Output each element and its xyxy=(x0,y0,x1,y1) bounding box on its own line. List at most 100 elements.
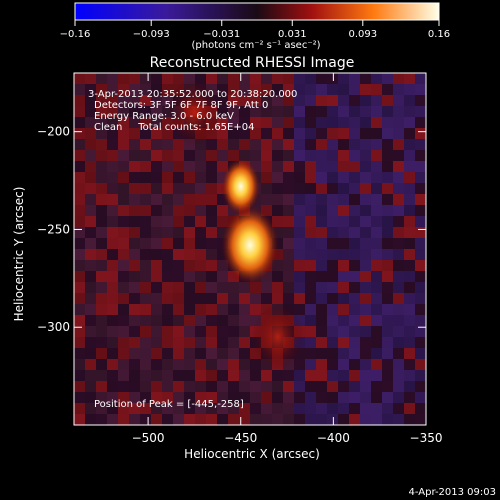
heatmap-pixel xyxy=(294,381,305,392)
heatmap-pixel xyxy=(283,183,294,194)
heatmap-pixel xyxy=(107,84,118,95)
heatmap-pixel xyxy=(316,249,327,260)
heatmap-pixel xyxy=(338,150,349,161)
heatmap-pixel xyxy=(239,84,250,95)
heatmap-pixel xyxy=(217,227,228,238)
heatmap-pixel xyxy=(96,84,107,95)
heatmap-pixel xyxy=(96,128,107,139)
heatmap-pixel xyxy=(316,150,327,161)
heatmap-pixel xyxy=(294,271,305,282)
heatmap-pixel xyxy=(393,392,404,403)
heatmap-pixel xyxy=(85,370,96,381)
heatmap-pixel xyxy=(118,337,129,348)
heatmap-pixel xyxy=(283,249,294,260)
heatmap-pixel xyxy=(371,194,382,205)
heatmap-pixel xyxy=(250,117,261,128)
heatmap-pixel xyxy=(96,414,107,425)
heatmap-pixel xyxy=(96,238,107,249)
heatmap-pixel xyxy=(85,172,96,183)
heatmap-pixel xyxy=(382,216,393,227)
heatmap-pixel xyxy=(404,161,415,172)
heatmap-pixel xyxy=(316,128,327,139)
heatmap-pixel xyxy=(74,150,85,161)
heatmap-pixel xyxy=(239,95,250,106)
heatmap-pixel xyxy=(140,348,151,359)
heatmap-pixel xyxy=(129,183,140,194)
x-tick-label: −500 xyxy=(132,431,165,445)
heatmap-pixel xyxy=(283,414,294,425)
heatmap-pixel xyxy=(327,337,338,348)
heatmap-pixel xyxy=(382,183,393,194)
heatmap-pixel xyxy=(107,326,118,337)
heatmap-pixel xyxy=(74,139,85,150)
heatmap-pixel xyxy=(272,106,283,117)
heatmap-pixel xyxy=(96,315,107,326)
annotation-energy-range: Energy Range: 3.0 - 6.0 keV xyxy=(94,111,234,122)
heatmap-pixel xyxy=(305,348,316,359)
heatmap-pixel xyxy=(140,249,151,260)
heatmap-pixel xyxy=(316,95,327,106)
heatmap-pixel xyxy=(338,238,349,249)
heatmap-pixel xyxy=(162,370,173,381)
heatmap-pixel xyxy=(404,172,415,183)
heatmap-pixel xyxy=(173,414,184,425)
heatmap-pixel xyxy=(140,315,151,326)
heatmap-pixel xyxy=(217,348,228,359)
heatmap-pixel xyxy=(151,216,162,227)
heatmap-pixel xyxy=(393,260,404,271)
heatmap-pixel xyxy=(74,249,85,260)
heatmap-pixel xyxy=(206,249,217,260)
heatmap-pixel xyxy=(151,403,162,414)
heatmap-pixel xyxy=(338,381,349,392)
annotation-counts: Clean Total counts: 1.65E+04 xyxy=(94,122,254,133)
heatmap-pixel xyxy=(338,128,349,139)
y-tick-label: −300 xyxy=(37,320,70,334)
heatmap-pixel xyxy=(272,117,283,128)
heatmap-pixel xyxy=(162,359,173,370)
heatmap-pixel xyxy=(74,403,85,414)
heatmap-pixel xyxy=(162,392,173,403)
heatmap-pixel xyxy=(272,95,283,106)
heatmap-pixel xyxy=(151,282,162,293)
heatmap-pixel xyxy=(151,326,162,337)
heatmap-pixel xyxy=(382,403,393,414)
heatmap-pixel xyxy=(294,194,305,205)
heatmap-pixel xyxy=(129,73,140,84)
heatmap-pixel xyxy=(96,326,107,337)
heatmap-pixel xyxy=(206,370,217,381)
heatmap-pixel xyxy=(305,392,316,403)
heatmap-pixel xyxy=(382,194,393,205)
heatmap-pixel xyxy=(206,359,217,370)
heatmap-pixel xyxy=(393,139,404,150)
heatmap-pixel xyxy=(195,392,206,403)
heatmap-pixel xyxy=(360,238,371,249)
heatmap-pixel xyxy=(74,183,85,194)
heatmap-pixel xyxy=(349,414,360,425)
heatmap-pixel xyxy=(404,73,415,84)
heatmap-pixel xyxy=(228,106,239,117)
heatmap-pixel xyxy=(294,128,305,139)
colorbar xyxy=(74,2,440,21)
heatmap-pixel xyxy=(206,315,217,326)
heatmap-pixel xyxy=(305,227,316,238)
heatmap-pixel xyxy=(239,414,250,425)
heatmap-pixel xyxy=(294,106,305,117)
heatmap-pixel xyxy=(228,128,239,139)
heatmap-pixel xyxy=(96,370,107,381)
heatmap-pixel xyxy=(217,260,228,271)
heatmap-pixel xyxy=(327,304,338,315)
heatmap-pixel xyxy=(382,304,393,315)
heatmap-pixel xyxy=(184,381,195,392)
heatmap-pixel xyxy=(140,161,151,172)
heatmap-pixel xyxy=(360,392,371,403)
heatmap-pixel xyxy=(195,282,206,293)
heatmap-pixel xyxy=(404,403,415,414)
heatmap-pixel xyxy=(261,282,272,293)
heatmap-pixel xyxy=(173,392,184,403)
heatmap-pixel xyxy=(316,106,327,117)
heatmap-pixel xyxy=(349,139,360,150)
heatmap-pixel xyxy=(349,304,360,315)
heatmap-pixel xyxy=(316,139,327,150)
heatmap-pixel xyxy=(272,73,283,84)
heatmap-pixel xyxy=(173,227,184,238)
